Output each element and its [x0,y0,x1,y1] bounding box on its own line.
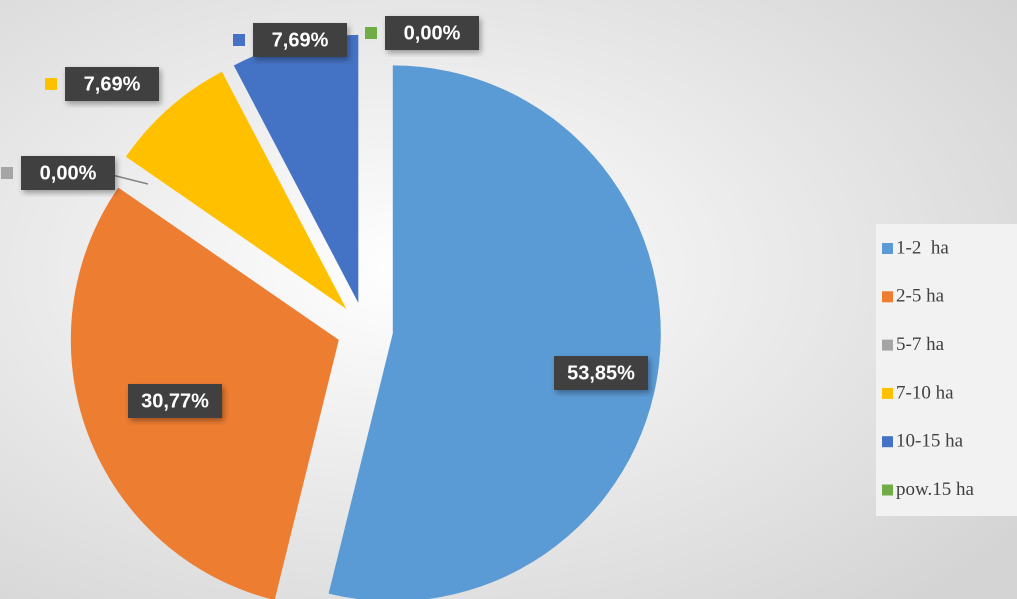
legend-key [882,243,893,254]
data-label-box [253,23,347,57]
data-label: 30,77% [141,390,209,412]
data-label-box [21,156,115,190]
data-label-key [233,34,245,46]
data-label: 7,69% [84,73,141,95]
data-label-key [45,78,57,90]
data-label: 7,69% [272,29,329,51]
pie-slice [233,34,359,303]
data-label: 53,85% [567,362,635,384]
legend-label: 7-10 ha [896,382,954,403]
data-labels: 53,85% 30,77% 0,00% 7,69% 7,69% 0,00% [1,16,648,418]
data-label-key [365,27,377,39]
legend-label: pow.15 ha [896,479,974,500]
legend-key [882,387,893,399]
legend [876,224,1017,516]
legend-label: 1-2 ha [896,237,949,258]
data-label-box [385,16,479,50]
pie-slice [328,65,661,599]
legend-label: 10-15 ha [896,431,964,452]
data-label: 0,00% [40,162,97,184]
data-label-key [1,167,13,179]
data-label-box [128,384,222,418]
data-label: 0,00% [404,22,461,44]
legend-label: 5-7 ha [896,334,945,355]
legend-items: 1-2 ha 2-5 ha 5-7 ha 7-10 ha 10-15 ha pow.15 … [882,237,974,500]
data-label-box [554,356,648,390]
pie [70,34,661,599]
legend-label: 2-5 ha [896,286,945,307]
legend-key [882,339,893,351]
data-label-box [65,67,159,101]
pie-slice [125,71,347,310]
leader-line [111,174,149,185]
legend-key [882,484,893,496]
legend-key [882,291,893,303]
legend-key [882,436,893,448]
